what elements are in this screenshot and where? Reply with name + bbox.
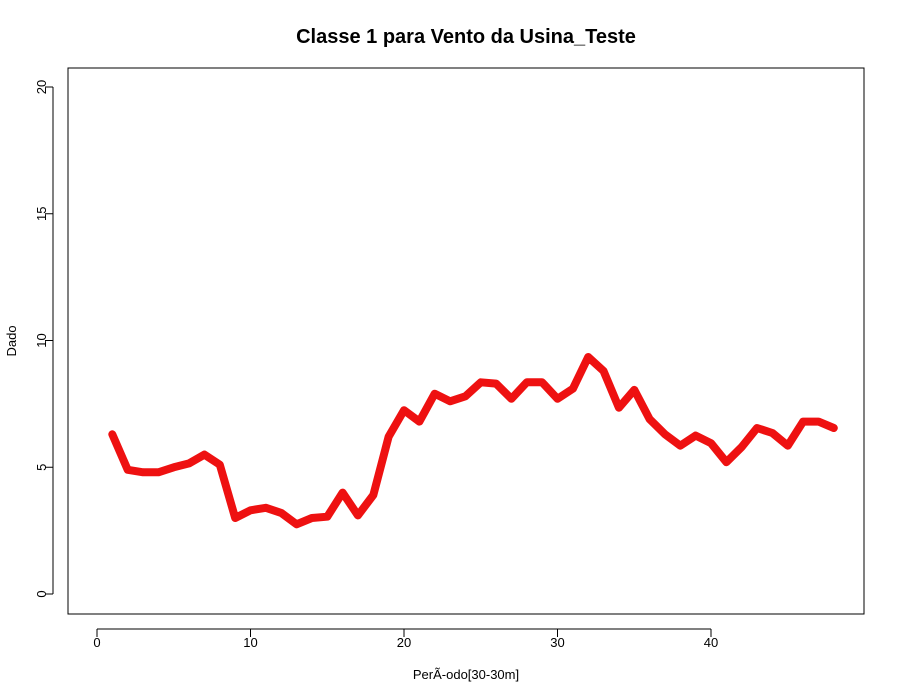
- data-point: [265, 507, 267, 509]
- data-point: [710, 442, 712, 444]
- data-point: [127, 469, 129, 471]
- data-point: [464, 395, 466, 397]
- data-point: [649, 418, 651, 420]
- x-tick-label: 0: [93, 635, 100, 650]
- y-tick-label: 20: [34, 80, 49, 94]
- data-point: [802, 421, 804, 423]
- data-point: [833, 427, 835, 429]
- data-point: [587, 356, 589, 358]
- data-point: [234, 517, 236, 519]
- data-point: [541, 381, 543, 383]
- data-point: [449, 400, 451, 402]
- x-tick-label: 10: [243, 635, 257, 650]
- data-point: [157, 471, 159, 473]
- x-tick-label: 40: [704, 635, 718, 650]
- data-point: [695, 435, 697, 437]
- data-point: [756, 427, 758, 429]
- data-point: [296, 523, 298, 525]
- y-axis-label: Dado: [4, 325, 19, 356]
- series-line: [108, 353, 838, 529]
- data-point: [603, 370, 604, 372]
- plot-area-border: [67, 67, 865, 615]
- data-point: [725, 461, 727, 463]
- data-point: [418, 421, 420, 423]
- data-point: [664, 433, 666, 435]
- x-axis-label: PerÃ-odo[30-30m]: [413, 667, 519, 682]
- data-point: [633, 389, 635, 391]
- data-point: [388, 436, 390, 438]
- data-point: [188, 462, 190, 464]
- data-point: [203, 454, 205, 456]
- data-point: [357, 514, 359, 516]
- y-axis: 0 5 10 15 20: [34, 80, 54, 598]
- data-point: [342, 492, 344, 494]
- data-point: [557, 398, 558, 400]
- data-point: [818, 421, 819, 423]
- data-point: [572, 388, 574, 390]
- chart-title: Classe 1 para Vento da Usina_Teste: [296, 26, 636, 48]
- data-point: [326, 516, 328, 518]
- data-point: [311, 517, 313, 519]
- data-point: [403, 409, 405, 411]
- y-tick-label: 15: [34, 207, 49, 221]
- x-axis: 0 10 20 30 40: [93, 628, 718, 650]
- series-layer: [108, 353, 838, 529]
- data-point: [173, 466, 175, 468]
- y-tick-label: 10: [34, 333, 49, 347]
- data-point: [787, 445, 789, 447]
- data-point: [250, 509, 251, 511]
- data-point: [434, 393, 436, 395]
- y-tick-label: 0: [34, 590, 49, 597]
- data-point: [142, 471, 144, 473]
- y-tick-label: 5: [34, 464, 49, 471]
- data-point: [771, 432, 773, 434]
- x-tick-label: 30: [550, 635, 564, 650]
- data-point: [372, 494, 374, 496]
- x-tick-label: 20: [397, 635, 411, 650]
- data-point: [741, 446, 743, 448]
- data-point: [526, 381, 528, 383]
- data-point: [679, 445, 681, 447]
- data-point: [495, 383, 497, 385]
- data-point: [510, 398, 512, 400]
- data-point: [618, 407, 620, 409]
- data-point: [111, 433, 113, 435]
- data-point: [280, 512, 282, 514]
- data-point: [219, 464, 221, 466]
- data-point: [480, 381, 482, 383]
